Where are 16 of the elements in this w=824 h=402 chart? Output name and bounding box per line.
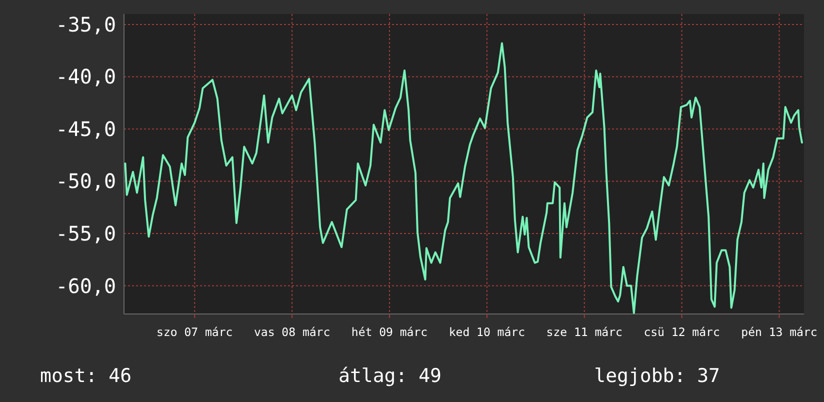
x-tick-label: hét 09 márc: [351, 325, 428, 339]
text: legjobb: 37: [594, 365, 720, 387]
x-tick-label: ked 10 márc: [448, 325, 526, 339]
y-tick-label: -55,0: [56, 222, 116, 246]
x-tick-label: pén 13 márc: [741, 325, 818, 339]
x-tick-label: vas 08 márc: [254, 325, 330, 339]
x-tick-label: csü 12 márc: [644, 325, 720, 339]
y-tick-label: -45,0: [56, 116, 116, 141]
y-tick-label: -50,0: [56, 169, 116, 194]
text: átlag: 49: [338, 365, 442, 387]
x-tick-label: szo 07 márc: [156, 325, 233, 339]
text: most: 46: [40, 365, 132, 387]
y-tick-label: -60,0: [56, 274, 116, 298]
y-tick-label: -35,0: [56, 12, 116, 36]
y-tick-label: -40,0: [56, 64, 116, 89]
x-tick-label: sze 11 márc: [546, 325, 622, 339]
